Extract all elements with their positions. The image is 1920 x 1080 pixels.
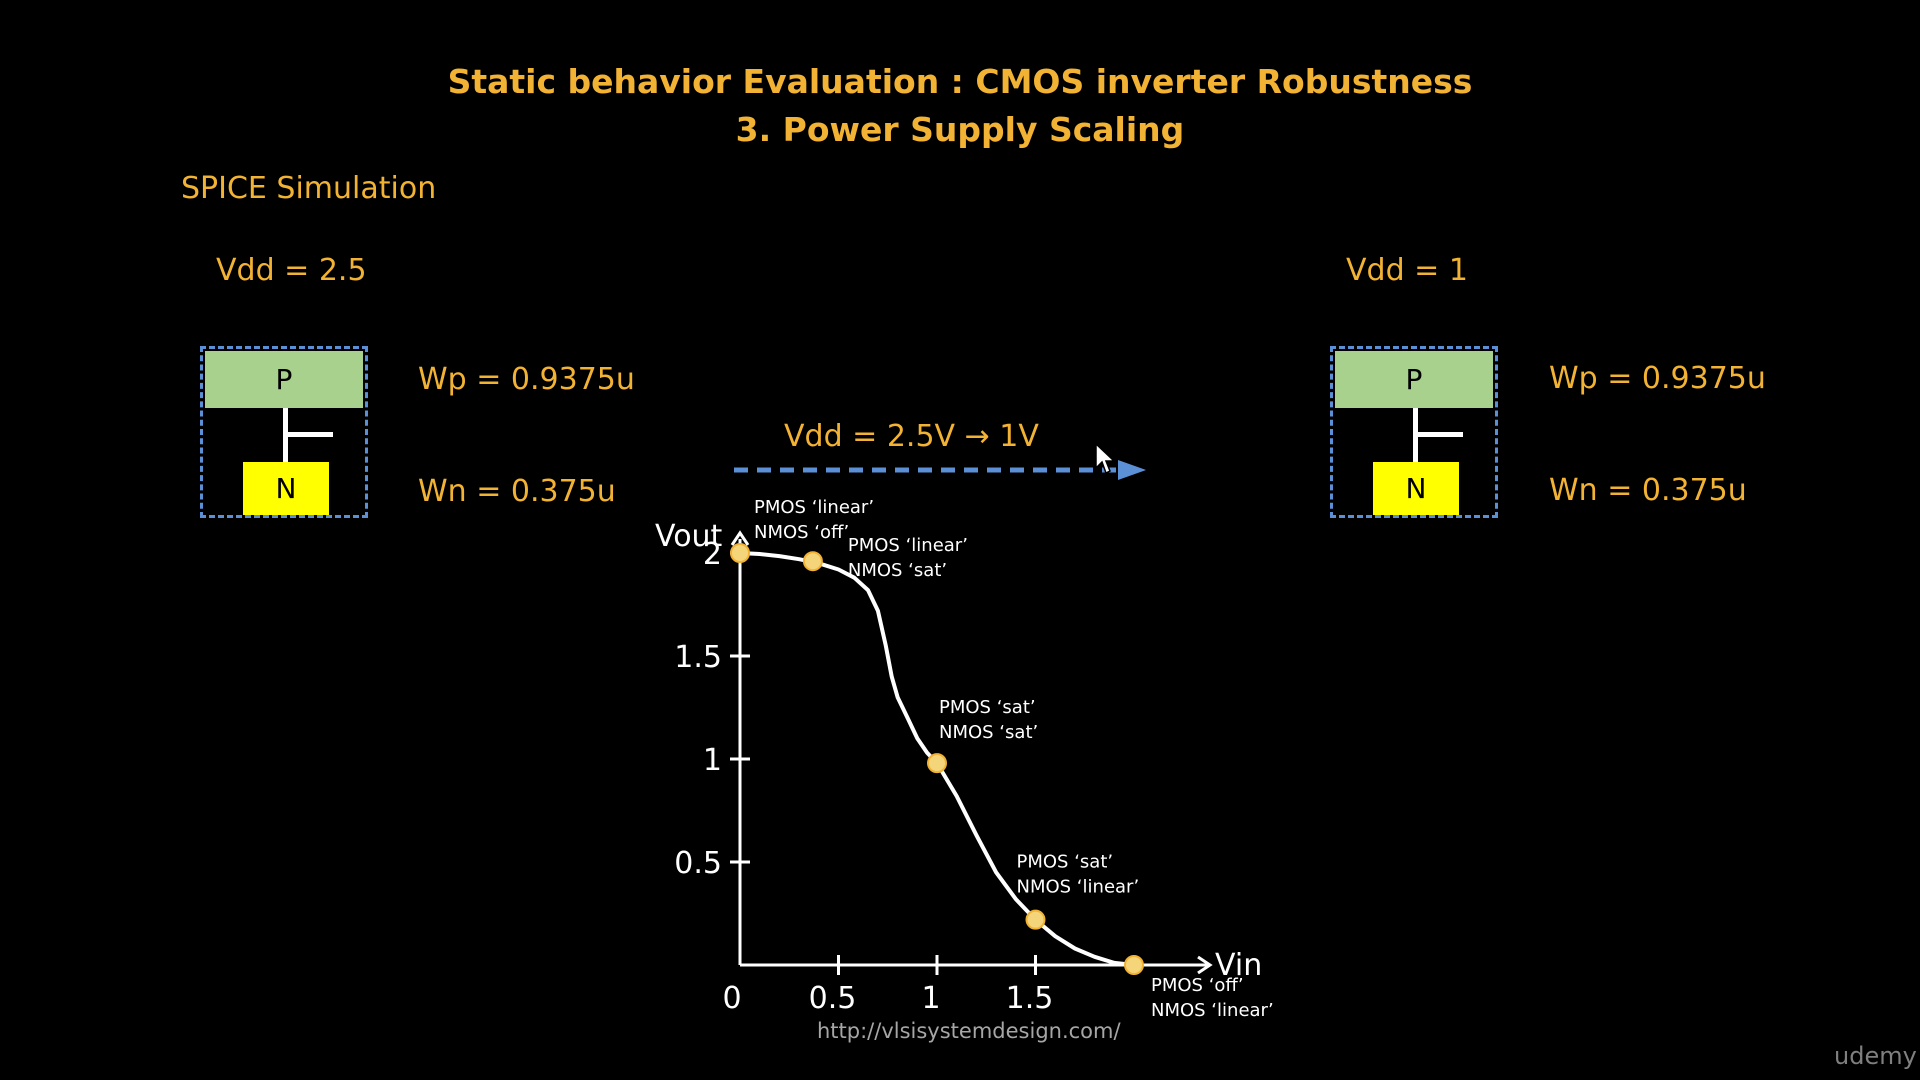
left-pmos-block: P (205, 351, 363, 408)
operating-point-label-nmos: NMOS ‘sat’ (939, 722, 1038, 743)
slide-title-line1: Static behavior Evaluation : CMOS invert… (447, 62, 1473, 101)
udemy-logo: udemy (1834, 1042, 1917, 1070)
operating-point-label-pmos: PMOS ‘sat’ (939, 697, 1036, 718)
mouse-cursor-icon (1095, 443, 1116, 475)
operating-point (730, 543, 750, 563)
right-inverter-diagram: P N (1330, 346, 1498, 518)
left-inverter-diagram: P N (200, 346, 368, 518)
left-wn-label: Wn = 0.375u (418, 474, 616, 509)
y-tick-label: 2 (703, 537, 722, 572)
y-tick-label: 0.5 (674, 846, 722, 881)
x-tick-label: 0.5 (809, 981, 857, 1016)
x-tick-label: 1.5 (1006, 981, 1054, 1016)
operating-point (1025, 909, 1046, 930)
operating-point (1124, 955, 1144, 975)
footer-url: http://vlsisystemdesign.com/ (817, 1019, 1121, 1043)
slide-title-line2: 3. Power Supply Scaling (735, 110, 1185, 149)
left-wp-label: Wp = 0.9375u (418, 362, 635, 397)
x-axis-label: Vin (1215, 948, 1262, 983)
operating-point-label-nmos: NMOS ‘off’ (754, 522, 849, 543)
operating-point-label-nmos: NMOS ‘sat’ (848, 560, 947, 581)
y-tick-label: 1.5 (674, 640, 722, 675)
x-tick-label: 1 (921, 981, 940, 1016)
left-vdd-label: Vdd = 2.5 (216, 253, 367, 288)
right-nmos-block: N (1373, 462, 1459, 515)
y-axis-arrowhead (730, 530, 750, 546)
operating-point (927, 753, 947, 774)
operating-point-label-pmos: PMOS ‘sat’ (1017, 852, 1114, 873)
right-pmos-block: P (1335, 351, 1493, 408)
left-inverter-gate (283, 432, 333, 437)
transition-arrow (734, 460, 1146, 480)
x-axis-arrowhead (1197, 955, 1213, 975)
right-inverter-gate (1413, 432, 1463, 437)
x-tick-label: 0 (722, 981, 741, 1016)
right-wp-label: Wp = 0.9375u (1549, 361, 1766, 396)
y-axis-label: Vout (655, 519, 723, 554)
operating-point-label-nmos: NMOS ‘linear’ (1017, 877, 1140, 898)
section-label: SPICE Simulation (181, 171, 437, 206)
operating-point (802, 551, 823, 572)
operating-point-label-pmos: PMOS ‘linear’ (754, 497, 874, 518)
right-wn-label: Wn = 0.375u (1549, 473, 1747, 508)
operating-point-label-pmos: PMOS ‘off’ (1151, 975, 1244, 996)
right-vdd-label: Vdd = 1 (1346, 253, 1468, 288)
operating-point-label-pmos: PMOS ‘linear’ (848, 535, 968, 556)
left-nmos-block: N (243, 462, 329, 515)
operating-point-label-nmos: NMOS ‘linear’ (1151, 1000, 1274, 1021)
transition-label: Vdd = 2.5V → 1V (784, 419, 1039, 454)
y-tick-label: 1 (703, 743, 722, 778)
